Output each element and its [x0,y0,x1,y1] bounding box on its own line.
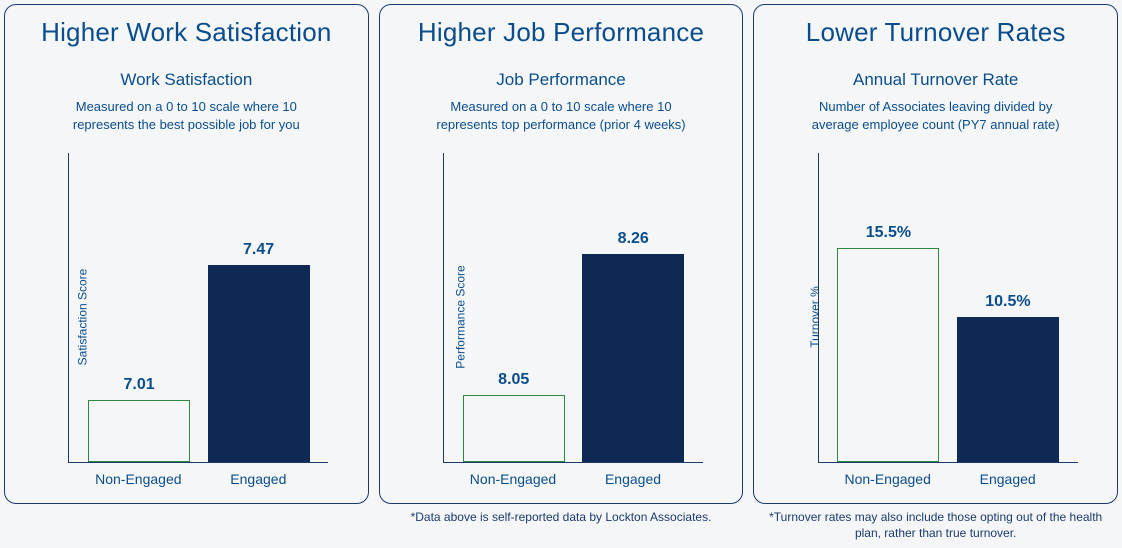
bars: 15.5% 10.5% [819,153,1078,462]
bar-value: 8.05 [498,371,529,389]
bars: 8.05 8.26 [444,153,703,462]
x-label: Non-Engaged [83,471,193,487]
plot: 7.01 7.47 [68,153,328,463]
panel-turnover: Lower Turnover Rates Annual Turnover Rat… [753,4,1118,504]
bar-engaged: 7.47 [204,241,314,462]
bar-non-engaged: 15.5% [833,224,943,462]
panel-job-performance: Higher Job Performance Job Performance M… [379,4,744,504]
bars: 7.01 7.47 [69,153,328,462]
panel-work-satisfaction: Higher Work Satisfaction Work Satisfacti… [4,4,369,504]
bar-value: 8.26 [618,230,649,248]
bar [582,254,684,462]
bar-value: 7.01 [124,376,155,394]
x-labels: Non-Engaged Engaged [443,471,703,487]
footnote: *Data above is self-reported data by Loc… [379,510,744,541]
bar-value: 7.47 [243,241,274,259]
chart-desc: Measured on a 0 to 10 scale where 10 rep… [46,98,326,133]
panel-title: Higher Work Satisfaction [41,17,331,48]
bar-value: 15.5% [866,224,911,242]
bar-non-engaged: 8.05 [459,371,569,462]
bar-engaged: 8.26 [578,230,688,462]
bar [463,395,565,462]
bar [88,400,190,462]
plot: 15.5% 10.5% [818,153,1078,463]
chart-desc: Number of Associates leaving divided by … [796,98,1076,133]
bar [957,317,1059,462]
chart-area: Performance Score 8.05 8.26 Non-Engaged … [411,143,711,491]
chart-title: Work Satisfaction [120,70,252,90]
bar-non-engaged: 7.01 [84,376,194,462]
footnote: *Turnover rates may also include those o… [753,510,1118,541]
plot: 8.05 8.26 [443,153,703,463]
footnotes-row: *Data above is self-reported data by Loc… [4,510,1118,541]
x-label: Non-Engaged [833,471,943,487]
x-label: Engaged [953,471,1063,487]
chart-area: Turnover % 15.5% 10.5% Non-Engaged Engag… [786,143,1086,491]
bar-engaged: 10.5% [953,293,1063,462]
panel-title: Lower Turnover Rates [806,17,1066,48]
bar [208,265,310,462]
x-labels: Non-Engaged Engaged [68,471,328,487]
bar-value: 10.5% [985,293,1030,311]
chart-title: Job Performance [496,70,625,90]
panels-row: Higher Work Satisfaction Work Satisfacti… [4,4,1118,504]
chart-area: Satisfaction Score 7.01 7.47 Non-Engaged… [36,143,336,491]
panel-title: Higher Job Performance [418,17,704,48]
x-label: Engaged [203,471,313,487]
chart-desc: Measured on a 0 to 10 scale where 10 rep… [421,98,701,133]
x-label: Non-Engaged [458,471,568,487]
bar [837,248,939,462]
chart-title: Annual Turnover Rate [853,70,1018,90]
footnote [4,510,369,541]
x-label: Engaged [578,471,688,487]
x-labels: Non-Engaged Engaged [818,471,1078,487]
